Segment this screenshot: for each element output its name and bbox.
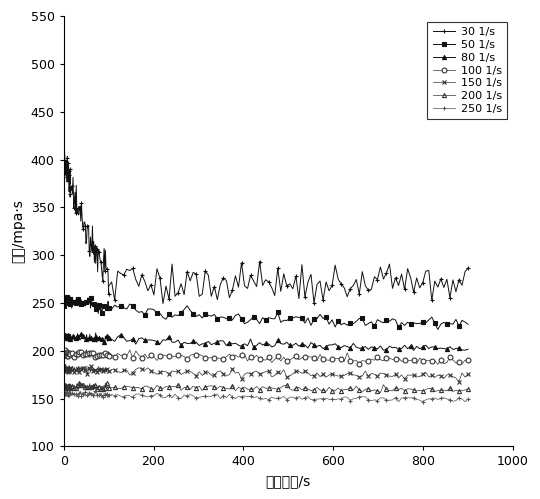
80 1/s bbox=[410, 347, 417, 353]
100 1/s bbox=[386, 355, 393, 361]
250 1/s bbox=[399, 395, 405, 401]
50 1/s bbox=[465, 321, 471, 327]
80 1/s bbox=[365, 346, 372, 352]
250 1/s bbox=[160, 395, 166, 401]
80 1/s bbox=[92, 330, 99, 336]
250 1/s bbox=[93, 387, 99, 393]
150 1/s bbox=[60, 365, 67, 371]
100 1/s bbox=[80, 352, 86, 358]
80 1/s bbox=[83, 336, 89, 342]
200 1/s bbox=[80, 382, 86, 388]
200 1/s bbox=[160, 385, 166, 391]
150 1/s bbox=[399, 372, 405, 378]
30 1/s bbox=[368, 286, 375, 292]
250 1/s bbox=[80, 391, 86, 397]
50 1/s bbox=[81, 300, 87, 306]
X-axis label: 剪切时间/s: 剪切时间/s bbox=[266, 474, 311, 488]
Line: 100 1/s: 100 1/s bbox=[62, 347, 470, 367]
150 1/s bbox=[365, 373, 372, 379]
80 1/s bbox=[399, 346, 405, 352]
Line: 250 1/s: 250 1/s bbox=[62, 387, 470, 404]
50 1/s bbox=[386, 318, 393, 324]
Line: 50 1/s: 50 1/s bbox=[62, 294, 470, 331]
150 1/s bbox=[61, 361, 68, 367]
100 1/s bbox=[83, 347, 90, 353]
150 1/s bbox=[386, 373, 393, 379]
80 1/s bbox=[465, 346, 471, 352]
100 1/s bbox=[465, 357, 471, 363]
250 1/s bbox=[465, 396, 471, 402]
50 1/s bbox=[435, 326, 441, 332]
200 1/s bbox=[465, 386, 471, 392]
250 1/s bbox=[83, 393, 89, 399]
200 1/s bbox=[365, 386, 372, 392]
200 1/s bbox=[60, 383, 67, 389]
50 1/s bbox=[160, 314, 166, 320]
80 1/s bbox=[60, 334, 67, 340]
Line: 150 1/s: 150 1/s bbox=[62, 362, 470, 384]
200 1/s bbox=[389, 388, 396, 394]
Legend: 30 1/s, 50 1/s, 80 1/s, 100 1/s, 150 1/s, 200 1/s, 250 1/s: 30 1/s, 50 1/s, 80 1/s, 100 1/s, 150 1/s… bbox=[427, 21, 508, 119]
30 1/s bbox=[60, 174, 67, 180]
250 1/s bbox=[386, 397, 393, 403]
50 1/s bbox=[60, 303, 67, 309]
250 1/s bbox=[60, 392, 67, 398]
50 1/s bbox=[365, 320, 372, 326]
30 1/s bbox=[389, 285, 396, 291]
50 1/s bbox=[399, 319, 405, 325]
200 1/s bbox=[401, 388, 408, 394]
200 1/s bbox=[83, 384, 89, 390]
100 1/s bbox=[83, 348, 89, 354]
30 1/s bbox=[81, 219, 87, 225]
50 1/s bbox=[83, 301, 90, 307]
30 1/s bbox=[163, 283, 169, 289]
200 1/s bbox=[377, 390, 384, 396]
Line: 80 1/s: 80 1/s bbox=[62, 331, 470, 352]
100 1/s bbox=[399, 358, 405, 364]
100 1/s bbox=[160, 352, 166, 358]
Y-axis label: 粘度/mpa·s: 粘度/mpa·s bbox=[11, 199, 25, 263]
Line: 200 1/s: 200 1/s bbox=[62, 381, 470, 395]
150 1/s bbox=[465, 371, 471, 377]
150 1/s bbox=[83, 366, 90, 372]
30 1/s bbox=[401, 286, 408, 292]
30 1/s bbox=[61, 148, 68, 154]
150 1/s bbox=[160, 369, 166, 375]
250 1/s bbox=[462, 399, 468, 405]
200 1/s bbox=[102, 380, 109, 386]
150 1/s bbox=[81, 364, 87, 370]
150 1/s bbox=[456, 379, 462, 385]
30 1/s bbox=[160, 300, 166, 306]
250 1/s bbox=[365, 397, 372, 403]
Line: 30 1/s: 30 1/s bbox=[62, 148, 470, 306]
80 1/s bbox=[386, 343, 393, 349]
100 1/s bbox=[365, 358, 372, 364]
80 1/s bbox=[80, 333, 86, 339]
100 1/s bbox=[60, 352, 67, 358]
50 1/s bbox=[66, 293, 73, 299]
30 1/s bbox=[83, 237, 90, 243]
80 1/s bbox=[160, 337, 166, 343]
30 1/s bbox=[465, 265, 471, 271]
100 1/s bbox=[435, 361, 441, 367]
